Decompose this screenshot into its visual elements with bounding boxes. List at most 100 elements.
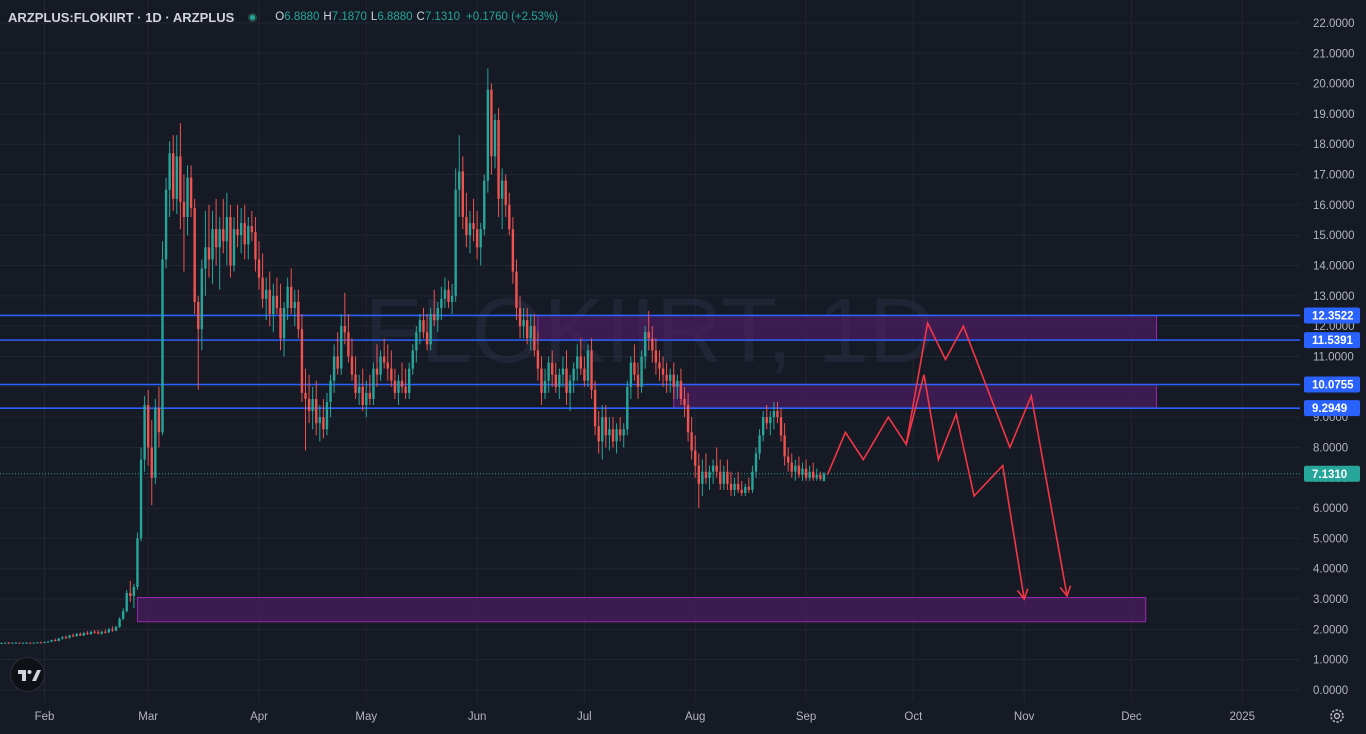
level-price-label: 9.2949 [1312,403,1347,415]
candle-body [579,356,583,369]
time-tick-label: 2025 [1229,711,1255,723]
price-tick-label: 1.0000 [1313,655,1348,667]
candle-body [486,89,490,181]
candle-body [21,642,25,644]
candle-body [372,368,375,399]
candle-body [400,380,404,387]
candle-body [197,301,200,330]
candle-body [561,368,565,375]
candle-body [279,307,282,339]
candle-body [504,180,507,205]
candle-body [111,629,114,631]
price-tick-label: 4.0000 [1313,564,1348,576]
candle-body [207,247,211,260]
candle-body [672,374,675,387]
tradingview-logo-icon[interactable] [10,657,45,692]
candle-body [250,226,254,233]
candle-body [297,301,300,330]
candle-body [804,468,808,478]
open-label: O [275,11,285,23]
candle-body [365,392,368,405]
candle-body [50,639,53,642]
candle-body [61,637,64,639]
price-tick-label: 11.0000 [1313,351,1354,363]
candle-body [786,456,790,463]
candle-body [204,247,207,269]
price-tick-label: 12.0000 [1313,321,1355,333]
candle-body [57,638,61,641]
candle-body [247,226,250,245]
candle-body [336,356,339,369]
candle-body [497,119,500,199]
time-tick-label: Jun [468,711,487,723]
candle-body [46,641,50,643]
candle-body [429,314,432,345]
price-zone [537,315,1157,341]
candle-body [661,368,665,375]
candle-body [765,417,768,424]
level-price-label-box [1304,400,1360,417]
candle-body [472,223,475,230]
candle-body [121,611,125,619]
candle-body [322,417,325,430]
candle-body [636,374,640,387]
market-status-icon[interactable] [248,12,258,22]
candle-body [794,465,797,472]
candle-body [668,374,672,381]
symbol-title[interactable]: ARZPLUS:FLOKIIRT · 1D · ARZPLUS [8,9,235,25]
candle-body [329,380,332,402]
candle-body [7,642,10,644]
price-tick-label: 20.0000 [1313,79,1355,91]
candle-body [608,429,611,436]
candle-body [161,259,164,433]
candle-body [529,326,532,339]
price-tick-label: 16.0000 [1313,200,1355,212]
candle-body [465,217,468,236]
candle-body [597,426,600,442]
candle-body [311,398,314,412]
candle-body [325,401,329,430]
candle-body [483,180,486,230]
candle-body [300,329,304,393]
candle-body [114,626,118,631]
candle-body [407,368,411,393]
candle-body [390,368,393,381]
candle-body [454,189,457,296]
candle-body [200,268,204,330]
candle-body [350,356,354,375]
candle-body [254,232,257,260]
candle-body [275,295,279,308]
candle-body [343,326,347,333]
candle-body [232,229,236,266]
candle-body [282,307,286,339]
level-price-label-box [1304,307,1360,324]
candle-body [593,389,597,427]
candle-body [722,471,726,484]
gear-icon[interactable] [1326,706,1348,726]
price-axis[interactable] [1300,0,1366,734]
candle-body [558,374,561,387]
candle-body [168,153,171,190]
candle-body [701,471,704,484]
price-tick-label: 3.0000 [1313,594,1348,606]
candle-body [218,229,221,248]
candle-body [618,429,622,436]
price-tick-label: 19.0000 [1313,109,1355,121]
candle-body [554,374,557,387]
candle-body [511,229,515,272]
candle-body [415,332,418,351]
candle-body [808,471,811,478]
candle-body [601,417,604,442]
time-axis[interactable] [0,702,1366,734]
candle-body [565,368,568,393]
candle-body [393,380,397,393]
candle-body [651,338,654,351]
candle-body [812,471,815,478]
candle-body [164,189,168,260]
candle-body [154,408,157,478]
level-price-label-box [1304,332,1360,349]
candle-body [543,380,547,393]
candle-body [758,435,761,454]
candle-body [615,429,618,442]
